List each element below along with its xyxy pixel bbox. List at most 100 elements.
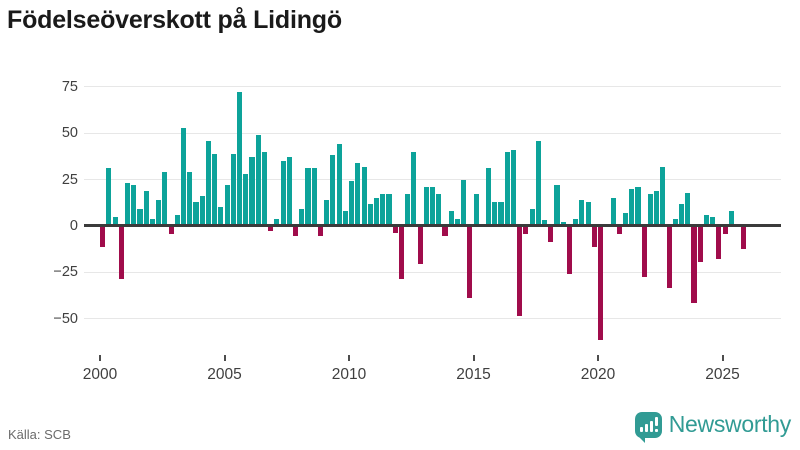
bar-2025Q2 <box>728 211 734 226</box>
bar-2002Q3 <box>162 172 168 226</box>
bar-2008Q1 <box>299 209 305 226</box>
bar-2023Q1 <box>672 218 678 226</box>
bar-2021Q4 <box>641 227 647 278</box>
logo-bar-tall <box>649 420 653 432</box>
bar-2024Q2 <box>703 214 710 226</box>
x-axis-label: 2000 <box>82 366 118 383</box>
bar-2006Q4 <box>268 227 274 231</box>
bar-2009Q4 <box>342 211 348 226</box>
bar-2019Q3 <box>585 201 591 226</box>
bar-2007Q4 <box>293 227 299 237</box>
gridline--50 <box>84 318 781 320</box>
logo-exclamation-dot <box>654 428 658 432</box>
bar-2009Q3 <box>336 144 342 226</box>
bar-2025Q1 <box>722 227 728 235</box>
bar-2004Q1 <box>199 196 205 226</box>
bar-2016Q3 <box>510 149 517 226</box>
bar-2010Q3 <box>361 166 367 226</box>
gridline-50 <box>84 132 781 134</box>
y-axis-label: 50 <box>61 125 78 142</box>
x-axis-tick-2025 <box>721 355 724 361</box>
bar-2009Q2 <box>330 155 336 226</box>
x-axis-label: 2010 <box>331 366 367 383</box>
bar-2015Q3 <box>486 168 492 226</box>
bar-2024Q1 <box>697 227 703 263</box>
bar-2000Q1 <box>100 227 106 248</box>
logo-bar-medium <box>644 423 648 432</box>
bar-2018Q1 <box>548 227 554 242</box>
bar-2008Q3 <box>311 168 317 226</box>
bar-2014Q2 <box>454 218 460 226</box>
bar-2000Q3 <box>112 216 118 226</box>
bar-2023Q2 <box>679 203 685 226</box>
bar-2002Q4 <box>168 227 174 235</box>
bar-2007Q1 <box>274 218 280 226</box>
bar-2024Q4 <box>716 227 722 259</box>
bar-2022Q4 <box>666 227 672 289</box>
bar-2012Q3 <box>411 151 417 226</box>
bar-2001Q3 <box>137 209 143 226</box>
bar-2003Q4 <box>193 201 199 226</box>
bar-2017Q4 <box>542 220 548 226</box>
bar-2007Q3 <box>286 157 292 226</box>
bar-2023Q3 <box>685 192 691 226</box>
gridline-25 <box>84 179 781 181</box>
chart-title: Födelseöverskott på Lidingö <box>7 6 342 34</box>
gridline--25 <box>84 271 781 273</box>
bar-2018Q4 <box>566 227 573 274</box>
bar-2017Q3 <box>535 140 541 226</box>
bar-2021Q2 <box>629 188 635 226</box>
bar-2013Q4 <box>442 227 448 237</box>
bar-2017Q1 <box>523 227 529 235</box>
bar-2011Q1 <box>373 198 380 226</box>
x-axis-tick-2005 <box>223 355 226 361</box>
bar-2012Q4 <box>417 227 423 265</box>
zero-axis-line <box>84 224 781 227</box>
x-axis-label: 2025 <box>705 366 740 383</box>
logo-bar-small <box>639 426 643 432</box>
bar-2000Q4 <box>118 227 124 279</box>
bar-2016Q2 <box>504 151 510 226</box>
newsworthy-wordmark: Newsworthy <box>668 411 792 437</box>
bar-2010Q1 <box>349 181 355 226</box>
source-note: Källa: SCB <box>8 427 71 442</box>
bar-2016Q1 <box>498 201 504 226</box>
bar-2006Q2 <box>255 134 261 226</box>
bar-2021Q3 <box>635 187 641 226</box>
bar-2011Q2 <box>380 194 386 226</box>
bar-2007Q2 <box>280 161 286 226</box>
y-axis-label: 25 <box>61 171 78 188</box>
bar-2020Q1 <box>598 227 604 341</box>
bar-2010Q2 <box>355 162 361 226</box>
bar-2024Q3 <box>710 216 716 226</box>
y-axis-label: 0 <box>69 218 78 234</box>
bar-2013Q3 <box>436 194 442 226</box>
bar-2003Q3 <box>187 172 193 226</box>
logo-exclamation-stem <box>654 416 658 426</box>
bar-2019Q4 <box>591 227 597 248</box>
bar-2002Q1 <box>149 218 155 226</box>
bar-2015Q1 <box>473 194 479 226</box>
gridline-75 <box>84 86 781 88</box>
bar-2019Q1 <box>573 218 579 226</box>
bar-2015Q4 <box>492 201 498 226</box>
bar-2017Q2 <box>529 209 535 226</box>
bar-2005Q2 <box>230 153 236 226</box>
bar-2012Q2 <box>405 194 411 226</box>
bar-2019Q2 <box>579 200 585 226</box>
bar-2021Q1 <box>622 213 629 226</box>
y-axis-label: −25 <box>53 264 78 281</box>
bar-2011Q4 <box>392 227 398 233</box>
bar-2003Q1 <box>174 214 180 226</box>
bar-2008Q4 <box>317 227 324 237</box>
x-axis-tick-2000 <box>99 355 101 361</box>
bar-2022Q2 <box>654 190 660 226</box>
bar-2005Q3 <box>237 92 243 226</box>
bar-2004Q4 <box>218 207 224 226</box>
newsworthy-logo: Newsworthy <box>634 411 792 443</box>
bar-2001Q4 <box>143 190 149 226</box>
bar-2005Q1 <box>224 185 230 226</box>
bar-2025Q4 <box>741 227 747 250</box>
bar-2020Q3 <box>610 198 616 226</box>
